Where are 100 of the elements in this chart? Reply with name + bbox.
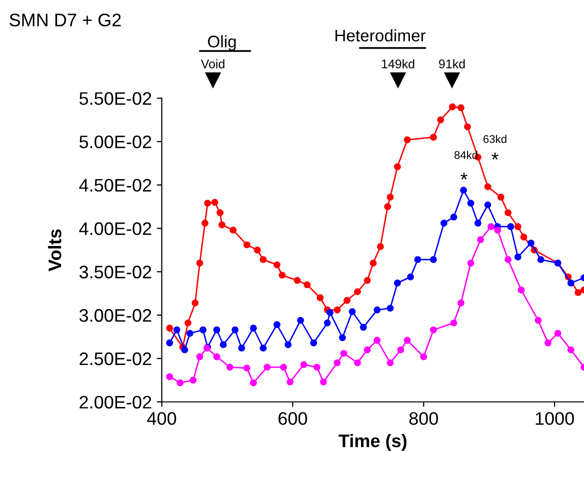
point — [386, 359, 394, 366]
point — [514, 254, 522, 260]
y-tick-label: 4.50E-02 — [79, 178, 152, 192]
point — [386, 194, 394, 201]
point — [354, 288, 361, 296]
x-tick-label: 1000 — [536, 412, 574, 425]
point — [304, 281, 311, 288]
point — [364, 346, 371, 354]
point — [464, 123, 471, 130]
point — [518, 286, 525, 294]
point — [173, 326, 180, 334]
point — [204, 200, 212, 207]
point — [348, 308, 356, 316]
text: 91kd — [439, 59, 465, 68]
x-axis-title: Time (s) — [338, 434, 406, 451]
point — [484, 201, 492, 208]
point — [186, 330, 194, 337]
y-axis-title: Volts — [48, 229, 62, 272]
point — [437, 116, 444, 124]
point — [192, 299, 199, 306]
text: 149kd — [382, 59, 414, 68]
point — [460, 186, 468, 194]
point — [184, 319, 192, 326]
point — [354, 359, 361, 366]
point — [260, 256, 267, 264]
y-tick-label: 4.00E-02 — [79, 222, 152, 236]
point — [278, 272, 286, 279]
point — [230, 226, 237, 234]
annotation: * — [492, 152, 498, 160]
point — [213, 326, 220, 334]
point — [374, 306, 381, 314]
point — [507, 223, 514, 230]
point — [364, 276, 371, 284]
point — [534, 316, 542, 324]
point — [196, 353, 204, 360]
point — [457, 104, 464, 112]
point — [264, 364, 271, 371]
point — [334, 306, 341, 314]
point — [374, 336, 381, 344]
point — [404, 336, 411, 344]
point — [528, 240, 534, 247]
point — [567, 280, 574, 286]
point — [324, 319, 331, 326]
annotation: * — [460, 172, 468, 180]
point — [494, 226, 502, 234]
point — [334, 359, 341, 366]
point — [274, 261, 280, 268]
point — [467, 260, 474, 267]
annotation: 63kd — [484, 134, 506, 143]
x-tick-label: 400 — [147, 412, 176, 425]
point — [386, 304, 394, 312]
point — [567, 346, 574, 354]
point — [166, 373, 174, 380]
point — [504, 256, 512, 264]
point — [176, 379, 184, 386]
point — [213, 353, 220, 360]
point — [226, 364, 234, 371]
point — [420, 353, 428, 360]
point — [297, 316, 304, 324]
point — [404, 136, 411, 144]
text: Heterodimer — [336, 29, 426, 42]
point — [537, 256, 544, 264]
y-tick-label: 2.50E-02 — [80, 352, 152, 366]
y-tick-label: 3.50E-02 — [79, 266, 152, 278]
point — [504, 209, 512, 216]
point — [216, 209, 224, 216]
point — [360, 324, 367, 331]
point — [310, 339, 318, 346]
text: Olig — [208, 35, 236, 51]
point — [450, 319, 458, 326]
point — [200, 326, 206, 334]
point — [484, 183, 492, 190]
point — [250, 324, 257, 332]
point — [260, 344, 267, 352]
point — [467, 200, 474, 207]
point — [284, 341, 292, 348]
point — [280, 364, 287, 371]
y-tick-label: 5.00E-02 — [79, 136, 152, 148]
point — [190, 376, 197, 384]
point — [181, 346, 188, 354]
point — [326, 309, 334, 316]
point — [450, 214, 458, 221]
point — [370, 260, 377, 267]
point — [497, 194, 504, 201]
point — [340, 350, 348, 357]
point — [232, 326, 239, 334]
point — [211, 198, 218, 206]
point — [574, 289, 582, 296]
point — [514, 223, 522, 230]
point — [394, 280, 401, 286]
point — [397, 346, 404, 354]
point — [243, 364, 250, 372]
point — [477, 236, 484, 244]
point — [488, 223, 495, 230]
y-tick-label: 5.50E-02 — [79, 92, 152, 105]
x-tick-label: 600 — [278, 412, 308, 425]
point — [440, 220, 448, 227]
point — [243, 241, 250, 248]
point — [220, 341, 227, 348]
point — [448, 103, 456, 110]
